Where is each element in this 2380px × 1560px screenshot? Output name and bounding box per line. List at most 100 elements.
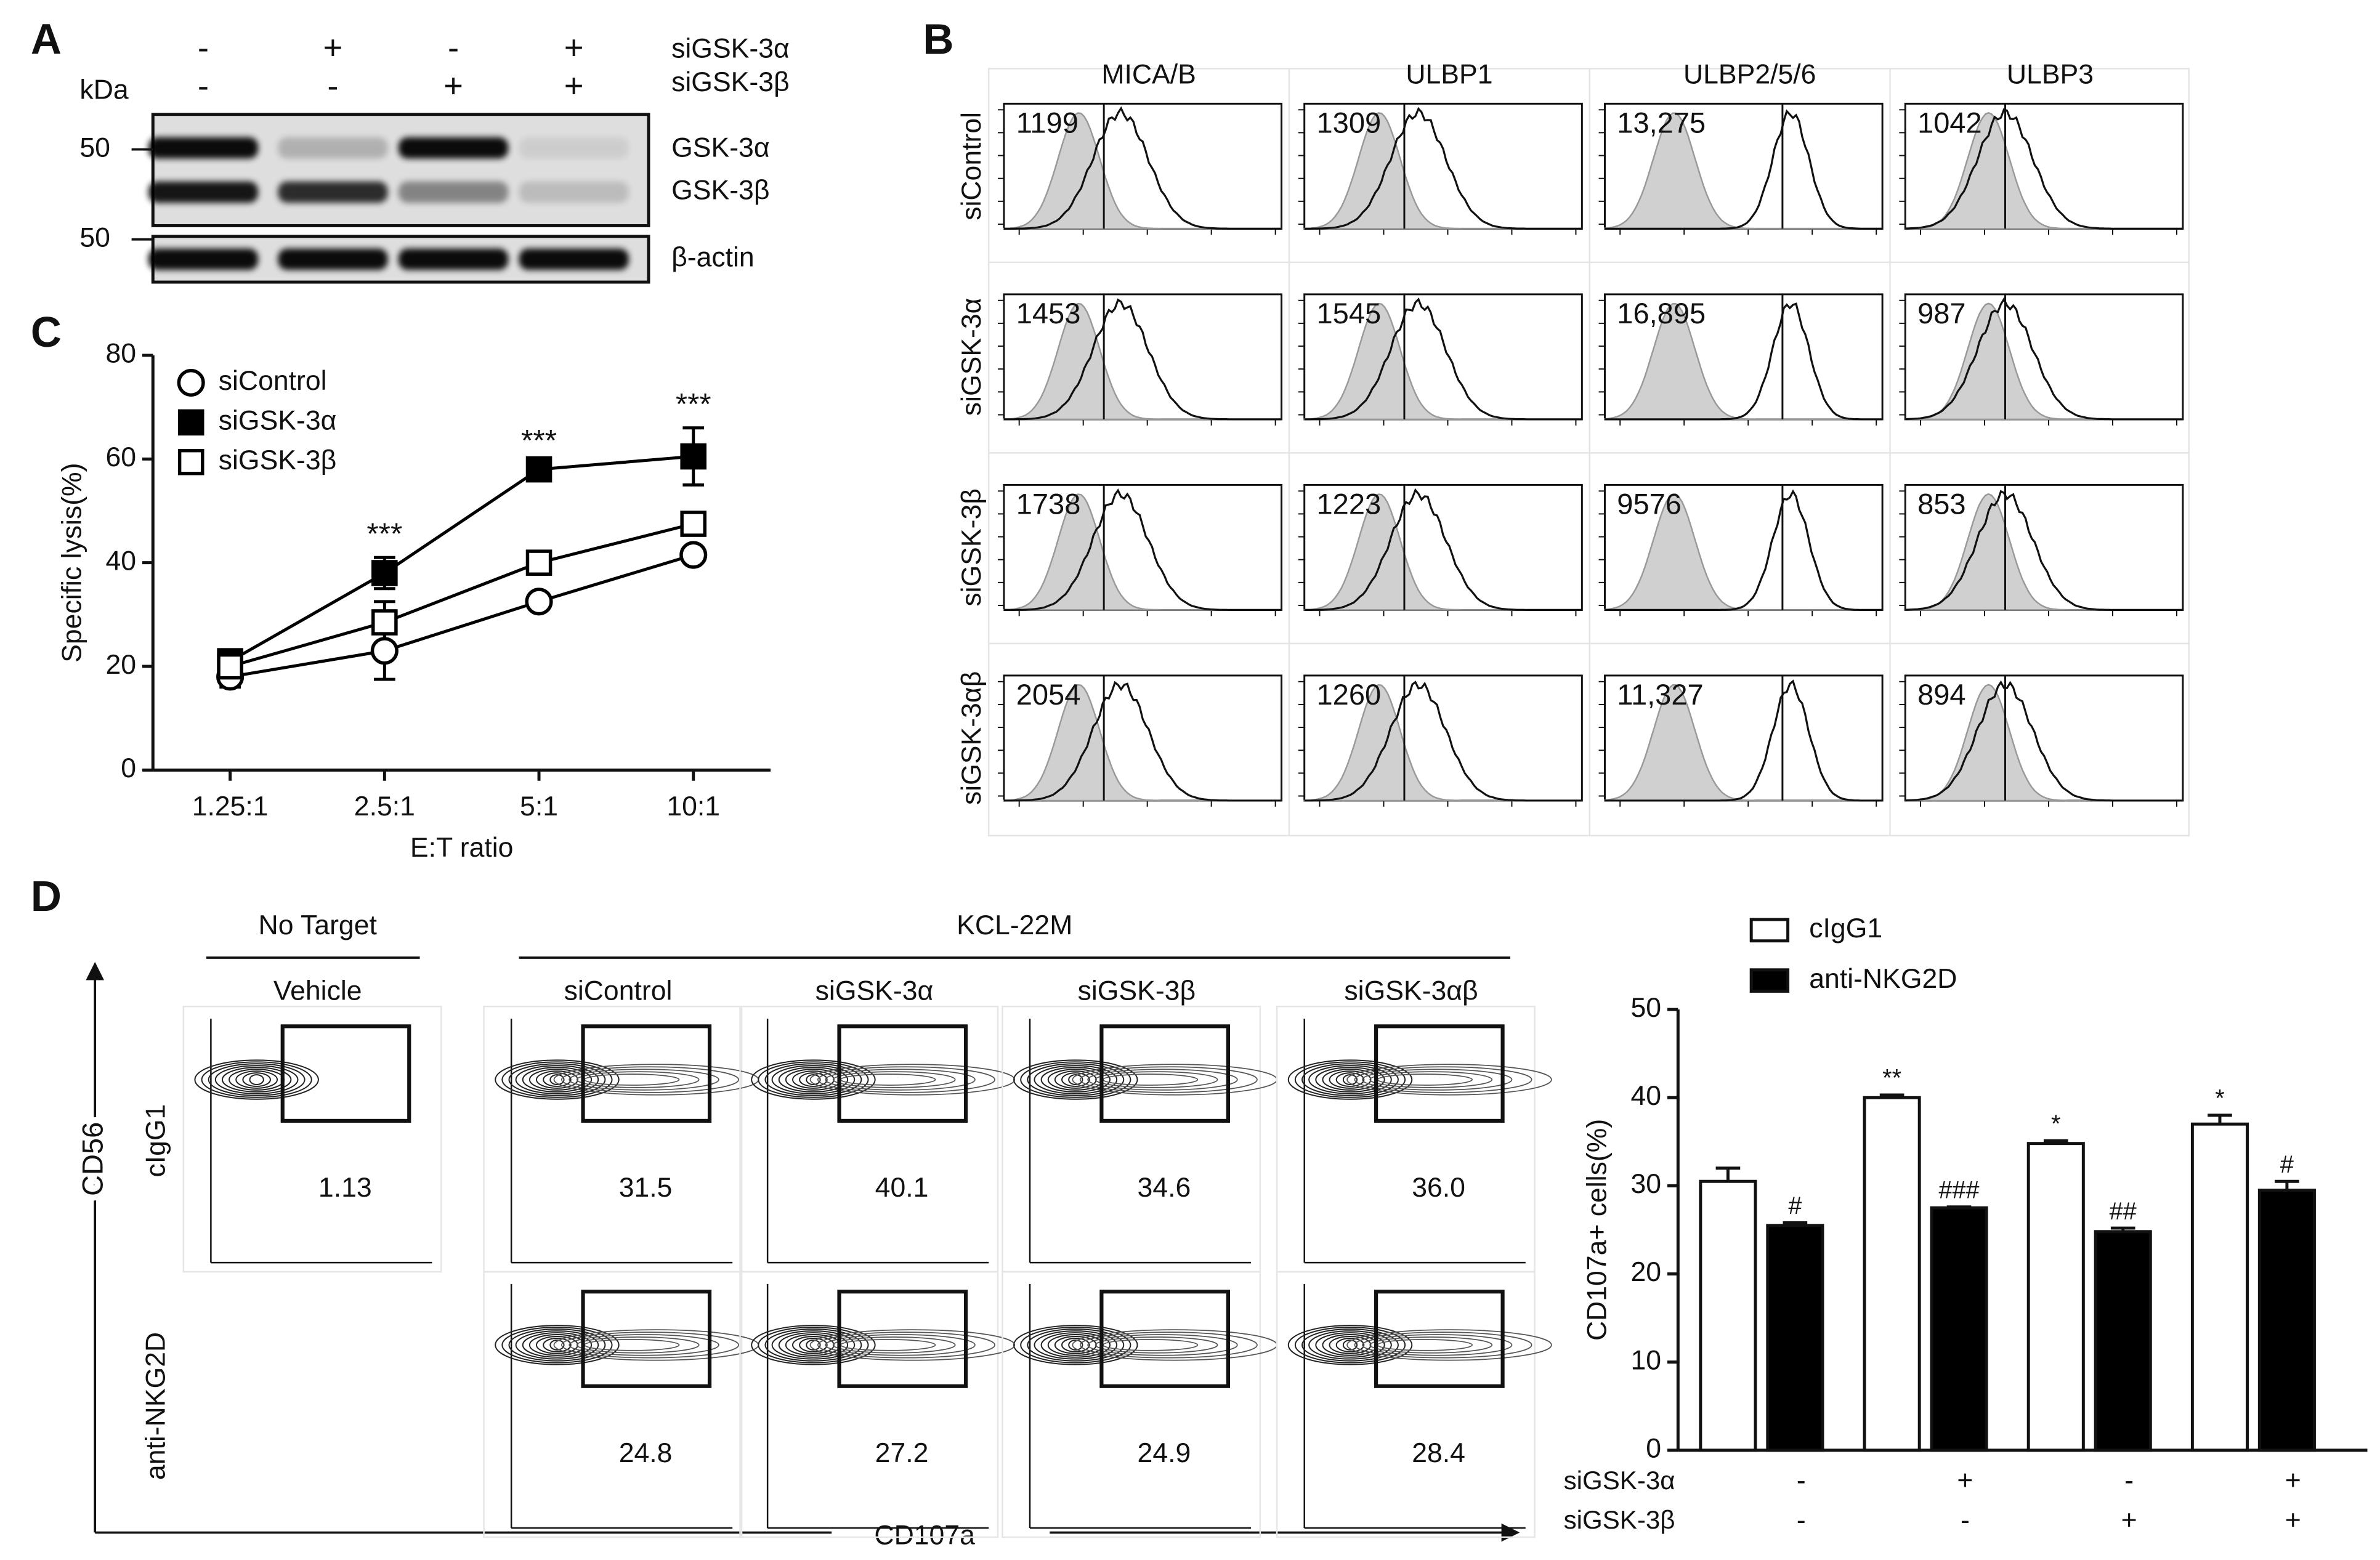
row-label: anti-NKG2D: [140, 1332, 171, 1480]
row-label: siGSK-3α: [957, 298, 987, 416]
blot-band: [148, 137, 259, 159]
stain-histogram: [1605, 109, 1883, 230]
band-label: β-actin: [671, 243, 755, 273]
lane-sign: -: [327, 67, 338, 105]
y-tick-label: 0: [1646, 1433, 1661, 1463]
y-axis-label: Specific lysis(%): [57, 463, 87, 663]
mfi-value: 894: [1917, 678, 1965, 711]
cell-frame: [483, 1005, 743, 1273]
blot-band: [278, 137, 388, 159]
gate: [837, 1024, 968, 1123]
contour: [758, 1327, 869, 1364]
point: [370, 637, 399, 665]
y-tick-label: 20: [105, 650, 136, 680]
contour: [778, 1332, 849, 1358]
kda-marker: 50: [79, 223, 110, 253]
group-label: No Target: [259, 910, 378, 940]
row-label: siGSK-3α: [1564, 1466, 1675, 1495]
stain-histogram: [1905, 490, 2183, 612]
contour: [515, 1330, 599, 1360]
mfi-value: 2054: [1016, 678, 1081, 711]
contour: [201, 1061, 312, 1098]
isotype-histogram: [1604, 302, 1883, 421]
legend-label: cIgG1: [1809, 913, 1882, 944]
significance: ***: [676, 387, 711, 421]
point: [679, 541, 708, 569]
blot-band: [398, 181, 509, 203]
stain-histogram: [1003, 681, 1282, 802]
point: [680, 443, 707, 470]
gate: [1374, 1024, 1505, 1123]
band-label: GSK-3α: [671, 132, 769, 163]
contour: [817, 1066, 995, 1093]
mfi-value: 1042: [1917, 106, 1982, 139]
blot-band: [398, 137, 509, 159]
contour: [1087, 1069, 1238, 1091]
stain-histogram: [1304, 297, 1582, 421]
cell-frame: [1002, 1271, 1261, 1538]
gate-value: 31.5: [619, 1173, 673, 1203]
mfi-value: 13,275: [1617, 106, 1706, 139]
point: [525, 549, 552, 576]
gate-value: 36.0: [1412, 1173, 1465, 1203]
contour: [536, 1336, 578, 1354]
gate-value: 24.8: [619, 1438, 673, 1468]
mfi-value: 1545: [1317, 297, 1382, 329]
contour: [1361, 1069, 1513, 1091]
contour: [764, 1063, 862, 1096]
contour: [1301, 1328, 1399, 1362]
legend-marker: [177, 368, 205, 397]
bar: [1699, 1179, 1757, 1452]
contour: [543, 1072, 572, 1087]
contour: [1301, 1063, 1399, 1096]
contour: [1354, 1332, 1532, 1359]
point: [371, 560, 398, 586]
gate: [837, 1290, 968, 1388]
contour: [771, 1330, 856, 1360]
blot-band: [519, 181, 629, 203]
contour: [791, 1336, 835, 1354]
y-tick-label: 60: [105, 442, 136, 472]
point: [371, 609, 398, 636]
mfi-value: 1453: [1016, 297, 1081, 329]
row-sign: +: [2285, 1465, 2301, 1495]
cell-frame: [1002, 1005, 1261, 1273]
mfi-value: 1199: [1016, 106, 1079, 139]
panel-label: A: [31, 15, 62, 63]
cell-frame: [483, 1271, 743, 1538]
contour: [249, 1074, 264, 1085]
row-label: siGSK-3αβ: [957, 671, 987, 805]
blot-band: [519, 137, 629, 159]
blot-band: [148, 181, 259, 203]
bar: [2094, 1230, 2152, 1452]
panel-label: C: [31, 308, 62, 356]
contour: [522, 1332, 593, 1358]
mfi-value: 1223: [1317, 487, 1382, 520]
contour: [1329, 1336, 1372, 1354]
contour: [569, 1334, 719, 1356]
x-axis-label: E:T ratio: [410, 833, 514, 863]
gate-value: 1.13: [318, 1173, 372, 1203]
contour: [751, 1325, 876, 1365]
isotype-histogram: [1604, 493, 1883, 611]
gate-value: 34.6: [1138, 1173, 1191, 1203]
bar: [1766, 1224, 1824, 1452]
row-label: siControl: [957, 112, 987, 220]
contour: [825, 1069, 976, 1091]
gate: [280, 1024, 411, 1123]
stain-histogram: [1304, 488, 1582, 612]
contour: [764, 1328, 862, 1362]
column-header: MICA/B: [1101, 60, 1196, 90]
contour: [1287, 1325, 1413, 1365]
legend-label: anti-NKG2D: [1809, 964, 1957, 994]
contour: [1087, 1334, 1238, 1356]
significance: ***: [366, 517, 402, 551]
column-header: ULBP1: [1406, 60, 1492, 90]
axis-label: CD107a: [874, 1521, 975, 1551]
contour: [791, 1070, 835, 1089]
contour: [1061, 1337, 1090, 1352]
contour: [1054, 1070, 1097, 1089]
gate-value: 24.9: [1138, 1438, 1191, 1468]
